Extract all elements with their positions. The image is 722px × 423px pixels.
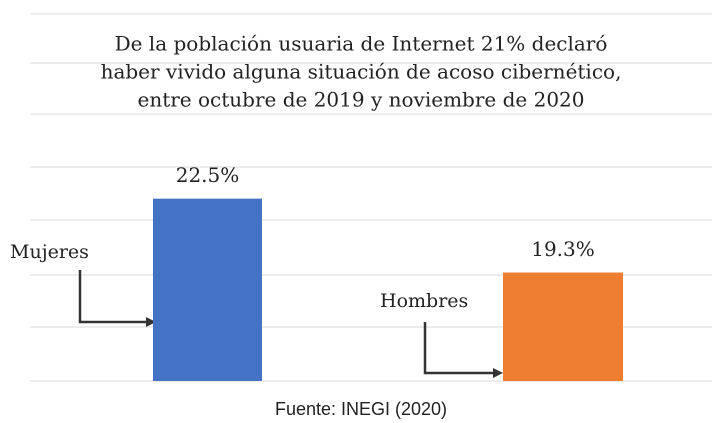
background-grid <box>30 13 712 382</box>
arrow <box>423 322 495 375</box>
source: Fuente: INEGI (2020) <box>275 399 447 419</box>
chart-title: haber vivido alguna situación de acoso c… <box>101 60 622 84</box>
category-label: Mujeres <box>10 241 89 263</box>
arrow-head <box>146 317 156 327</box>
chart-title: entre octubre de 2019 y noviembre de 202… <box>137 88 584 112</box>
arrow <box>78 270 148 324</box>
value-label: 19.3% <box>531 237 595 261</box>
value-label: 22.5% <box>176 163 240 187</box>
arrow-head <box>493 368 503 378</box>
bar <box>153 198 262 381</box>
category-label: Hombres <box>380 290 468 312</box>
bar <box>503 272 623 381</box>
chart-title: De la población usuaria de Internet 21% … <box>115 32 608 56</box>
